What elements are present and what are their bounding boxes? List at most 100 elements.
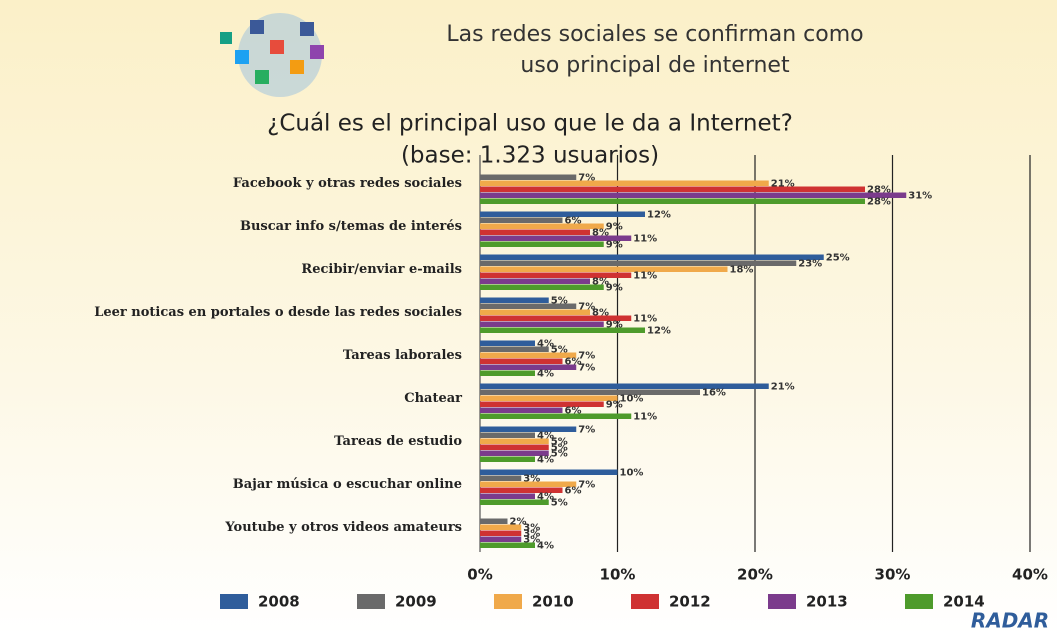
- icon-cluster: [220, 13, 324, 97]
- bar: [480, 413, 632, 419]
- bar: [480, 278, 590, 284]
- bar: [480, 211, 645, 217]
- bar: [480, 241, 604, 247]
- bar: [480, 272, 632, 278]
- bar: [480, 364, 577, 370]
- value-label: 5%: [551, 449, 568, 460]
- bar: [480, 530, 522, 536]
- value-label: 5%: [551, 498, 568, 509]
- value-label: 8%: [592, 277, 609, 288]
- value-label: 7%: [578, 302, 595, 313]
- logo: RADAR: [971, 609, 1049, 633]
- value-label: 4%: [537, 339, 554, 350]
- value-label: 12%: [647, 326, 671, 337]
- value-label: 8%: [592, 308, 609, 319]
- value-label: 11%: [633, 271, 657, 282]
- value-label: 5%: [551, 437, 568, 448]
- value-label: 7%: [578, 351, 595, 362]
- bar: [480, 352, 577, 358]
- value-label: 31%: [908, 191, 932, 202]
- bar: [480, 499, 549, 505]
- chart-title: uso principal de internet: [520, 53, 790, 78]
- bar: [480, 370, 535, 376]
- value-label: 7%: [578, 363, 595, 374]
- bar: [480, 309, 590, 315]
- bar: [480, 229, 590, 235]
- bar: [480, 254, 824, 260]
- value-label: 9%: [606, 240, 623, 251]
- x-tick-label: 40%: [1012, 566, 1048, 584]
- bar: [480, 426, 577, 432]
- chart-subtitle: (base: 1.323 usuarios): [401, 143, 659, 169]
- legend-label: 2012: [669, 593, 711, 611]
- bar: [480, 297, 549, 303]
- bar: [480, 536, 522, 542]
- value-label: 7%: [578, 173, 595, 184]
- value-label: 4%: [537, 541, 554, 552]
- value-label: 5%: [551, 345, 568, 356]
- value-label: 10%: [620, 394, 644, 405]
- value-label: 9%: [606, 320, 623, 331]
- y-tick-label: Leer noticas en portales o desde las red…: [94, 305, 462, 320]
- bar: [480, 346, 549, 352]
- value-label: 28%: [867, 185, 891, 196]
- y-tick-label: Buscar info s/temas de interés: [240, 219, 462, 234]
- value-label: 21%: [771, 382, 795, 393]
- value-label: 23%: [798, 259, 822, 270]
- bar: [480, 198, 865, 204]
- legend-label: 2009: [395, 593, 437, 611]
- x-tick-label: 20%: [737, 566, 773, 584]
- value-label: 4%: [537, 369, 554, 380]
- value-label: 25%: [826, 253, 850, 264]
- legend-swatch: [768, 594, 796, 609]
- value-label: 3%: [523, 529, 540, 540]
- value-label: 9%: [606, 222, 623, 233]
- value-label: 21%: [771, 179, 795, 190]
- legend-label: 2008: [258, 593, 300, 611]
- value-label: 16%: [702, 388, 726, 399]
- bar: [480, 481, 577, 487]
- bar: [480, 180, 769, 186]
- legend-label: 2010: [532, 593, 574, 611]
- value-label: 6%: [565, 406, 582, 417]
- y-tick-label: Recibir/enviar e-mails: [301, 262, 462, 277]
- value-label: 9%: [606, 283, 623, 294]
- value-label: 3%: [523, 535, 540, 546]
- legend-swatch: [220, 594, 248, 609]
- value-label: 18%: [730, 265, 754, 276]
- bar: [480, 260, 797, 266]
- bar: [480, 444, 549, 450]
- y-tick-label: Facebook y otras redes sociales: [233, 176, 462, 191]
- y-tick-label: Youtube y otros videos amateurs: [224, 520, 462, 535]
- value-label: 6%: [565, 357, 582, 368]
- bar: [480, 315, 632, 321]
- bar: [480, 524, 522, 530]
- x-tick-label: 30%: [875, 566, 911, 584]
- bar: [480, 174, 577, 180]
- legend-label: 2013: [806, 593, 848, 611]
- value-label: 5%: [551, 443, 568, 454]
- bar: [480, 358, 563, 364]
- value-label: 11%: [633, 314, 657, 325]
- bar: [480, 401, 604, 407]
- value-label: 8%: [592, 228, 609, 239]
- value-label: 9%: [606, 400, 623, 411]
- value-label: 11%: [633, 412, 657, 423]
- value-label: 11%: [633, 234, 657, 245]
- bar: [480, 383, 769, 389]
- value-label: 7%: [578, 425, 595, 436]
- y-tick-label: Tareas laborales: [343, 348, 462, 363]
- value-label: 6%: [565, 216, 582, 227]
- bar: [480, 407, 563, 413]
- bar: [480, 456, 535, 462]
- chart-subtitle: ¿Cuál es el principal uso que le da a In…: [267, 111, 793, 137]
- bar: [480, 186, 865, 192]
- value-label: 12%: [647, 210, 671, 221]
- chart-title: Las redes sociales se confirman como: [446, 22, 863, 47]
- bar: [480, 192, 907, 198]
- bar: [480, 327, 645, 333]
- bar: [480, 389, 700, 395]
- bar: [480, 475, 522, 481]
- bar: [480, 266, 728, 272]
